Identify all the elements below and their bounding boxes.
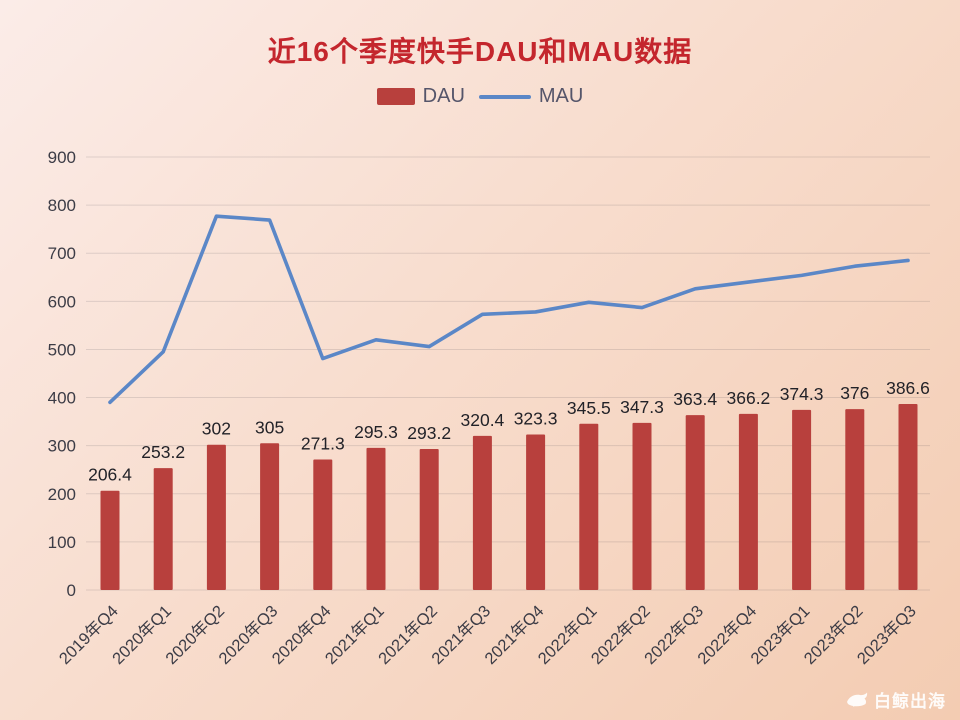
y-axis-label: 600	[48, 292, 76, 311]
dau-bar	[206, 444, 226, 590]
dau-bar-label: 271.3	[301, 433, 345, 453]
y-axis-label: 200	[48, 485, 76, 504]
dau-bar-label: 345.5	[567, 398, 611, 418]
dau-legend-swatch	[376, 88, 415, 105]
dau-bar-label: 366.2	[727, 388, 771, 408]
y-axis-label: 100	[48, 533, 76, 552]
dau-legend-label: DAU	[422, 85, 465, 107]
dau-bar-label: 302	[202, 419, 231, 439]
y-axis-label: 700	[48, 244, 76, 263]
y-axis-label: 0	[67, 581, 76, 600]
dau-bar-label: 323.3	[514, 408, 558, 428]
y-axis-label: 500	[48, 340, 76, 359]
dau-bar	[100, 490, 120, 590]
dau-bar	[366, 447, 386, 590]
y-axis-label: 400	[48, 389, 76, 408]
y-axis-label: 800	[48, 196, 76, 215]
chart-legend: DAU MAU	[0, 85, 960, 108]
dau-bar-label: 295.3	[354, 422, 398, 442]
dau-bar	[419, 448, 439, 590]
dau-bar	[153, 468, 173, 590]
dau-bar	[898, 404, 918, 590]
legend-item-dau: DAU	[376, 85, 465, 108]
dau-bar	[738, 413, 758, 590]
dau-bar-label: 376	[840, 383, 869, 403]
legend-item-mau: MAU	[478, 85, 584, 108]
mau-legend-swatch	[478, 94, 531, 99]
dau-bar	[579, 423, 599, 590]
chart-title: 近16个季度快手DAU和MAU数据	[267, 36, 693, 67]
dau-bar-label: 206.4	[88, 465, 132, 485]
mau-legend-label: MAU	[538, 85, 584, 107]
mau-line	[108, 214, 910, 405]
dau-bar-label: 305	[255, 417, 284, 437]
dau-bar	[685, 415, 705, 590]
watermark: 白鲸出海	[846, 687, 946, 712]
watermark-text: 白鲸出海	[874, 692, 946, 711]
y-axis-label: 300	[48, 437, 76, 456]
dau-bar	[313, 459, 333, 590]
dau-bar-label: 293.2	[407, 423, 451, 443]
dau-bar	[792, 409, 812, 590]
dau-bar	[526, 434, 546, 590]
dau-bar	[632, 422, 652, 590]
dau-bar	[260, 443, 280, 590]
whale-icon	[847, 692, 868, 707]
dau-bar-label: 374.3	[780, 384, 824, 404]
dau-bar	[845, 409, 865, 590]
dau-bar-label: 386.6	[886, 378, 930, 398]
dau-bar-label: 363.4	[673, 389, 717, 409]
y-axis-label: 900	[48, 148, 76, 167]
dau-bar-label: 320.4	[461, 410, 505, 430]
dau-bar-label: 253.2	[141, 442, 185, 462]
dau-bar	[472, 435, 492, 590]
dau-bar-label: 347.3	[620, 397, 664, 417]
